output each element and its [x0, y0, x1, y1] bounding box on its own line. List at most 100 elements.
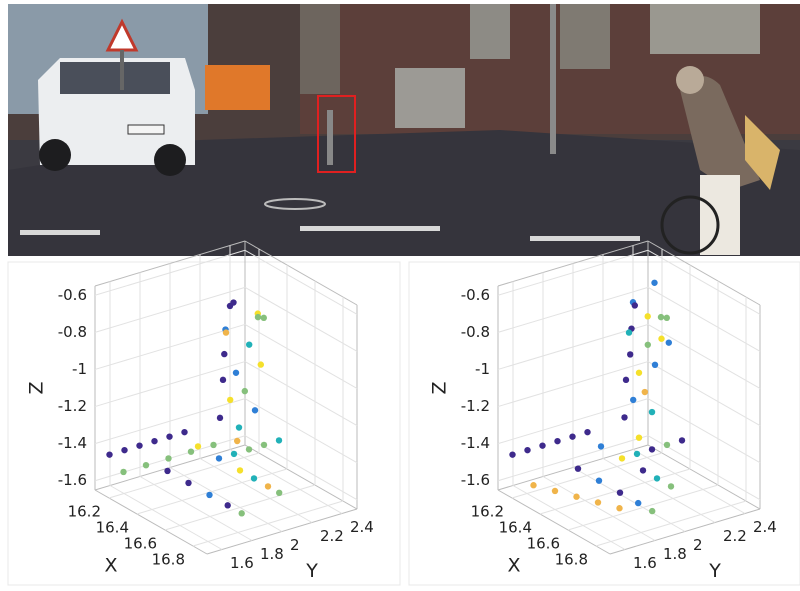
point	[616, 505, 622, 511]
point	[217, 415, 223, 421]
point	[251, 475, 257, 481]
point	[181, 429, 187, 435]
point	[645, 342, 651, 348]
z-tick-label: -0.6	[461, 286, 490, 304]
y-tick-label: 1.8	[260, 545, 284, 563]
point	[626, 329, 632, 335]
point	[234, 438, 240, 444]
point	[642, 389, 648, 395]
point	[261, 442, 267, 448]
point	[552, 488, 558, 494]
point	[165, 455, 171, 461]
point	[143, 462, 149, 468]
point	[539, 442, 545, 448]
x-tick-label: 16.8	[555, 551, 588, 569]
point	[630, 397, 636, 403]
point	[106, 451, 112, 457]
x-axis-label: X	[104, 555, 117, 577]
point	[554, 438, 560, 444]
point	[573, 494, 579, 500]
point	[569, 433, 575, 439]
point	[233, 370, 239, 376]
point	[645, 313, 651, 319]
point	[619, 455, 625, 461]
y-tick-label: 2.4	[350, 518, 374, 536]
point	[679, 437, 685, 443]
point	[598, 443, 604, 449]
point	[242, 388, 248, 394]
point	[635, 500, 641, 506]
y-tick-label: 2.4	[753, 518, 777, 536]
point	[236, 424, 242, 430]
point	[627, 351, 633, 357]
y-tick-label: 1.6	[230, 554, 254, 572]
point	[530, 482, 536, 488]
y-tick-label: 2	[693, 536, 703, 554]
y-tick-label: 1.6	[633, 554, 657, 572]
point	[649, 508, 655, 514]
point	[220, 377, 226, 383]
point	[206, 492, 212, 498]
point	[623, 377, 629, 383]
point	[195, 443, 201, 449]
point	[151, 438, 157, 444]
point	[255, 314, 261, 320]
z-tick-label: -0.6	[58, 286, 87, 304]
point	[617, 489, 623, 495]
y-axis-label: Y	[305, 560, 318, 582]
point	[649, 409, 655, 415]
point	[276, 490, 282, 496]
point	[596, 477, 602, 483]
point	[258, 361, 264, 367]
y-axis-label: Y	[708, 560, 721, 582]
point	[651, 280, 657, 286]
z-tick-label: -1.2	[58, 397, 87, 415]
y-tick-label: 1.8	[663, 545, 687, 563]
point	[166, 433, 172, 439]
point	[649, 446, 655, 452]
point	[276, 437, 282, 443]
point	[252, 407, 258, 413]
point	[185, 480, 191, 486]
y-tick-label: 2.2	[723, 527, 747, 545]
point	[584, 429, 590, 435]
point	[664, 315, 670, 321]
point	[636, 370, 642, 376]
z-axis-label: Z	[26, 381, 48, 394]
point	[223, 329, 229, 335]
point	[225, 502, 231, 508]
point	[227, 397, 233, 403]
street-photo	[8, 4, 800, 256]
point	[221, 351, 227, 357]
point	[640, 467, 646, 473]
point	[246, 446, 252, 452]
point	[136, 442, 142, 448]
z-tick-label: -1.4	[461, 434, 490, 452]
point	[632, 302, 638, 308]
point	[634, 451, 640, 457]
point	[509, 451, 515, 457]
point	[636, 434, 642, 440]
point	[658, 314, 664, 320]
z-tick-label: -1	[72, 360, 87, 378]
z-tick-label: -1.4	[58, 434, 87, 452]
x-axis-label: X	[507, 555, 520, 577]
point	[575, 465, 581, 471]
point	[216, 455, 222, 461]
z-tick-label: -1.6	[58, 471, 87, 489]
z-tick-label: -0.8	[461, 323, 490, 341]
point	[652, 362, 658, 368]
point	[121, 447, 127, 453]
y-tick-label: 2	[290, 536, 300, 554]
point	[524, 447, 530, 453]
point	[237, 467, 243, 473]
point	[666, 339, 672, 345]
point	[120, 469, 126, 475]
point	[210, 442, 216, 448]
point	[265, 483, 271, 489]
point	[230, 299, 236, 305]
point	[164, 468, 170, 474]
z-tick-label: -1.6	[461, 471, 490, 489]
point	[188, 448, 194, 454]
point	[668, 483, 674, 489]
